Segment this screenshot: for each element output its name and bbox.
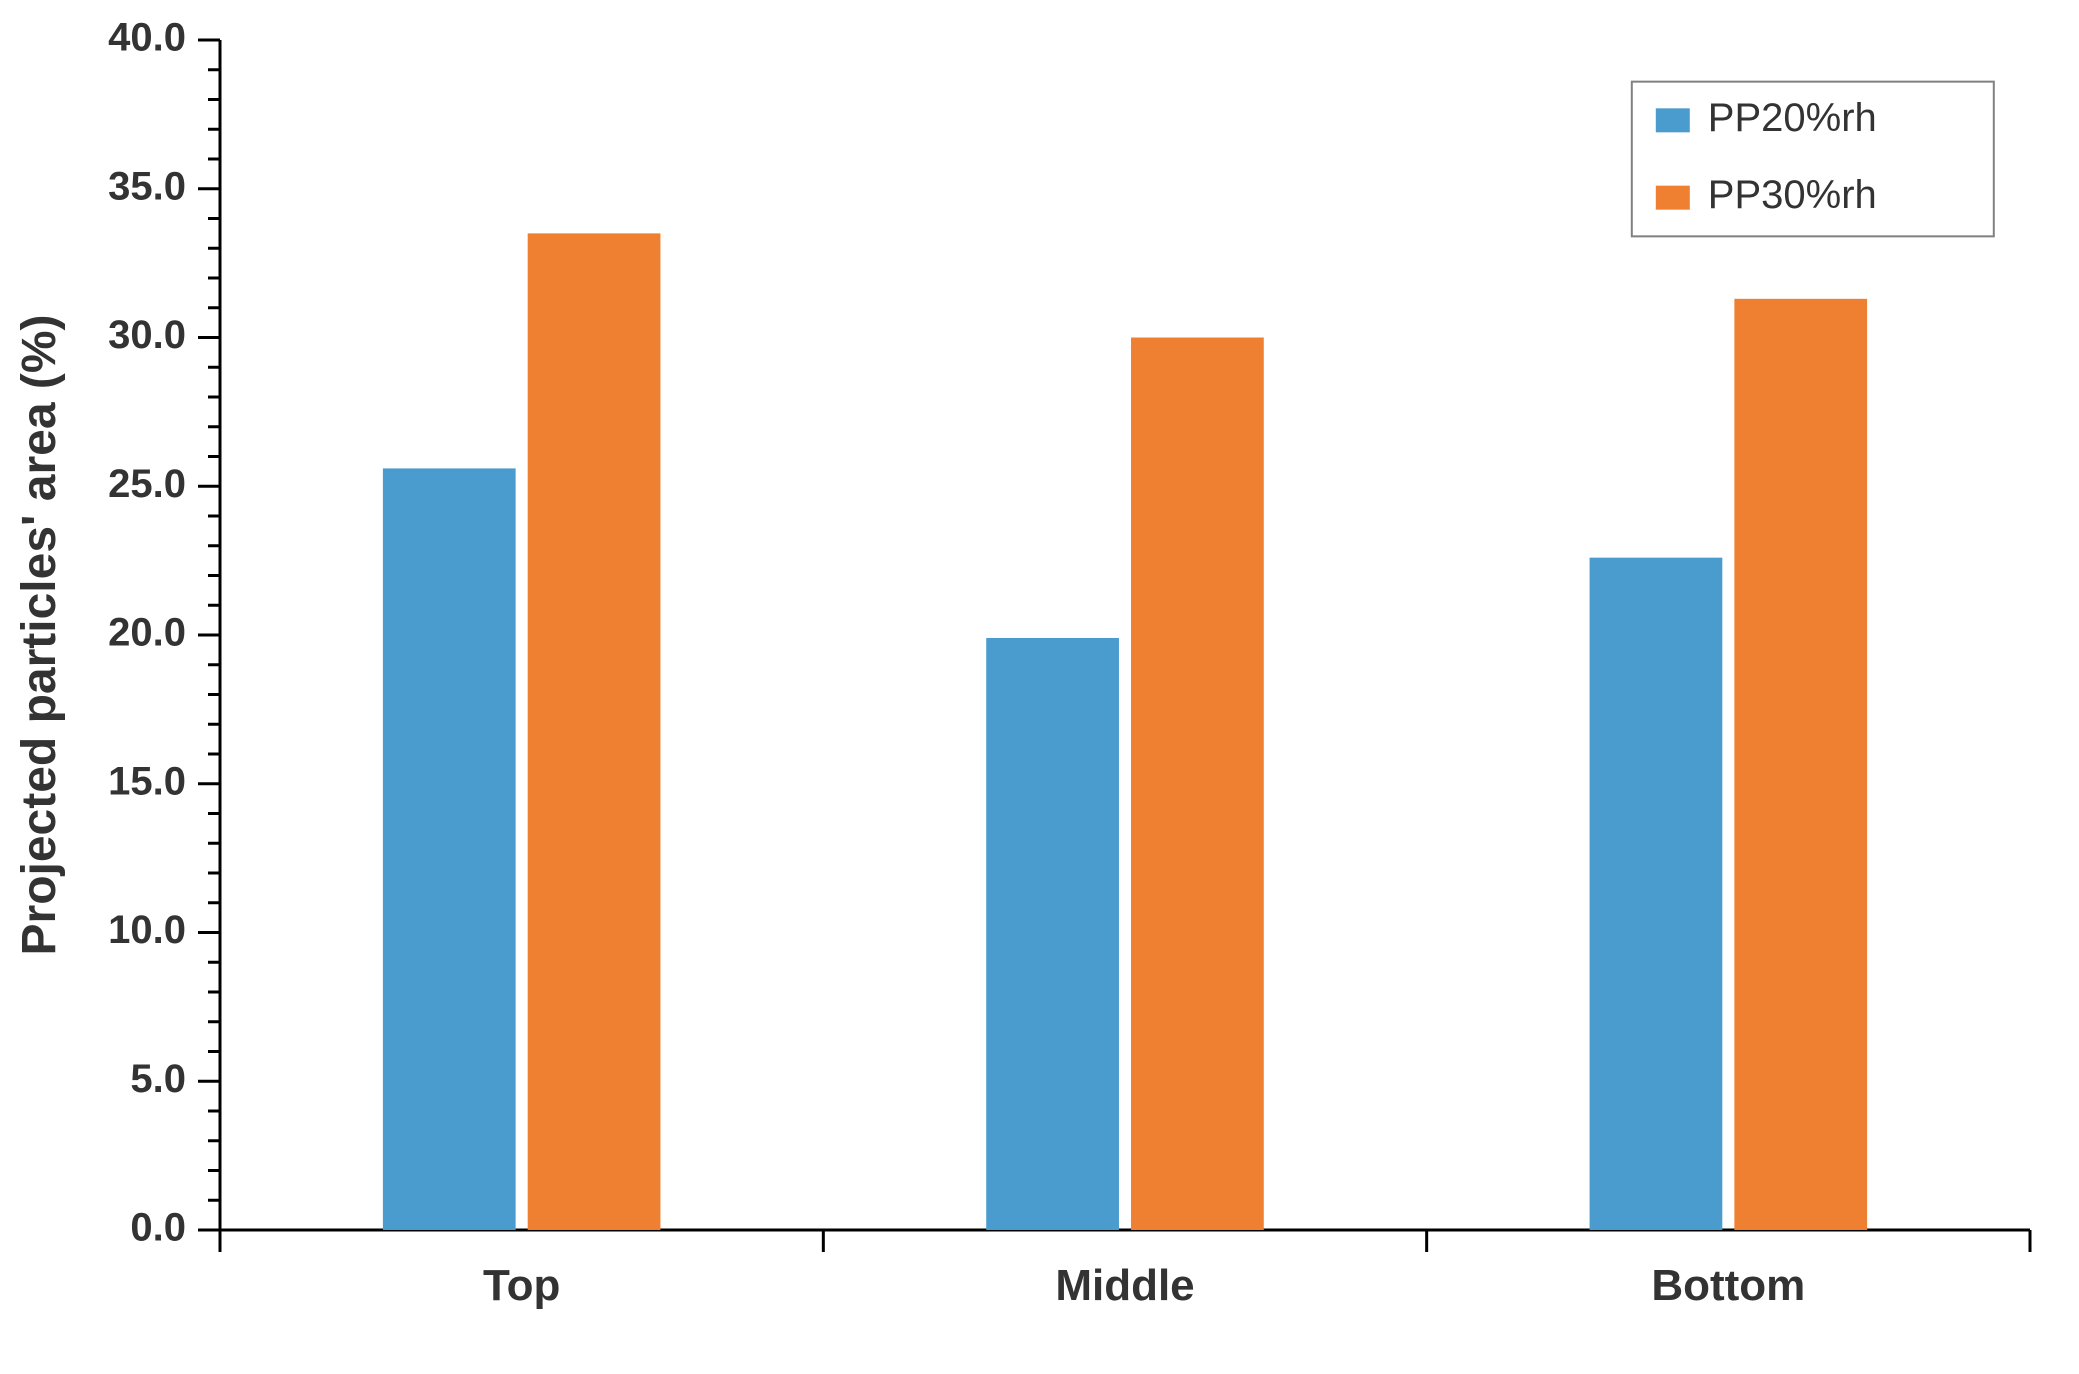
y-tick-label: 30.0 xyxy=(108,313,186,357)
x-tick-label: Top xyxy=(483,1261,560,1310)
bar-PP30%rh-middle xyxy=(1131,338,1264,1231)
bar-chart: 0.0 5.0 10.0 15.0 20.0 25.0 30.0 35.0 40.0 Top Mid… xyxy=(0,0,2079,1374)
legend-label-0: PP20%rh xyxy=(1708,96,1877,140)
x-tick-label: Middle xyxy=(1055,1261,1194,1310)
y-tick-label: 15.0 xyxy=(108,759,186,803)
y-tick-label: 10.0 xyxy=(108,908,186,952)
y-tick-label: 40.0 xyxy=(108,16,186,60)
chart-container: 0.0 5.0 10.0 15.0 20.0 25.0 30.0 35.0 40.0 Top Mid… xyxy=(0,0,2079,1374)
legend-label-1: PP30%rh xyxy=(1708,173,1877,217)
y-tick-label: 20.0 xyxy=(108,611,186,655)
y-tick-label: 5.0 xyxy=(130,1057,186,1101)
legend-swatch-0 xyxy=(1656,108,1690,132)
bar-PP20%rh-bottom xyxy=(1590,558,1723,1230)
y-tick-label: 35.0 xyxy=(108,164,186,208)
x-tick-label: Bottom xyxy=(1651,1261,1805,1310)
bar-PP20%rh-middle xyxy=(986,638,1119,1230)
y-axis-label: Projected particles' area (%) xyxy=(13,314,66,955)
bar-PP30%rh-top xyxy=(528,233,661,1230)
legend-swatch-1 xyxy=(1656,186,1690,210)
bar-PP20%rh-top xyxy=(383,468,516,1230)
y-tick-label: 25.0 xyxy=(108,462,186,506)
y-tick-label: 0.0 xyxy=(130,1206,186,1250)
bar-PP30%rh-bottom xyxy=(1734,299,1867,1230)
